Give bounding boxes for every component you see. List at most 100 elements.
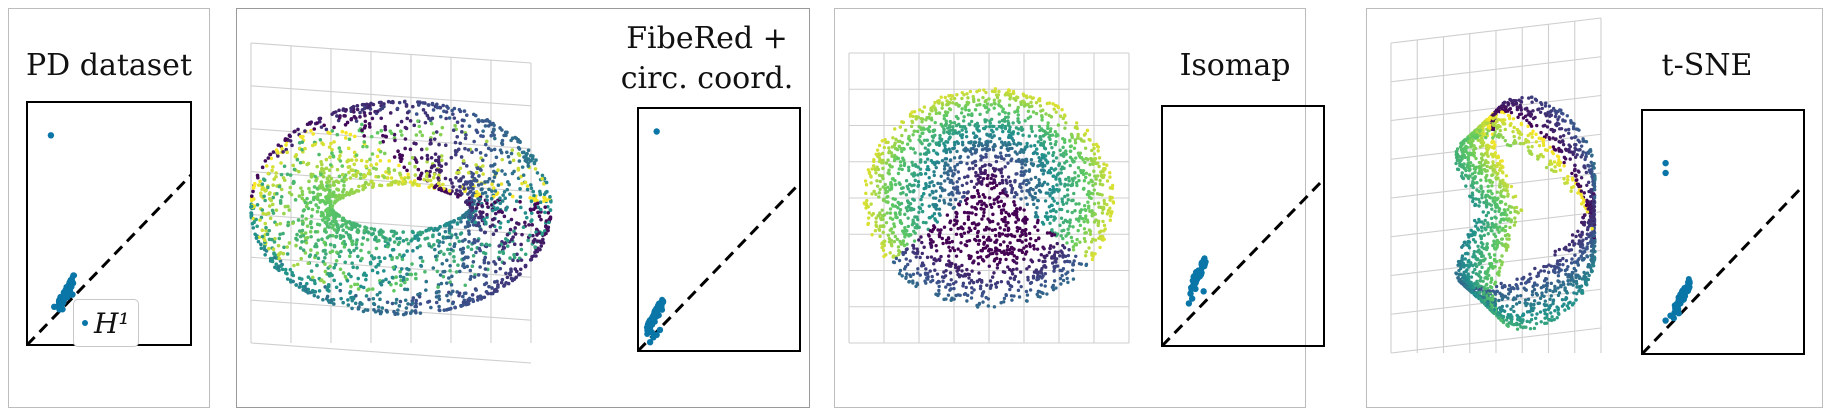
embedding-point: [539, 218, 543, 222]
embedding-point: [304, 217, 308, 221]
embedding-point: [978, 195, 981, 198]
embedding-point: [300, 240, 304, 244]
embedding-point: [938, 199, 941, 202]
embedding-point: [417, 184, 421, 188]
embedding-point: [1109, 219, 1112, 222]
embedding-point: [320, 125, 324, 129]
embedding-point: [1019, 285, 1022, 288]
embedding-point: [892, 254, 895, 257]
embedding-point: [272, 211, 276, 215]
embedding-point: [322, 168, 326, 172]
embedding-point: [518, 159, 522, 163]
embedding-point: [889, 251, 892, 254]
embedding-point: [985, 110, 988, 113]
embedding-point: [520, 248, 524, 252]
embedding-point: [532, 194, 536, 198]
embedding-point: [391, 302, 395, 306]
embedding-point: [292, 180, 296, 184]
embedding-point: [522, 151, 526, 155]
embedding-point: [269, 199, 273, 203]
embedding-point: [474, 148, 478, 152]
embedding-point: [409, 239, 413, 243]
embedding-point: [1078, 262, 1081, 265]
embedding-point: [303, 147, 307, 151]
embedding-point: [493, 137, 497, 141]
embedding-point: [431, 103, 435, 107]
embedding-point: [987, 304, 990, 307]
embedding-point: [513, 256, 517, 260]
embedding-point: [428, 142, 432, 146]
embedding-point: [1060, 217, 1063, 220]
embedding-point: [1034, 239, 1037, 242]
embedding-point: [882, 214, 885, 217]
embedding-point: [397, 164, 401, 168]
embedding-point: [1060, 208, 1063, 211]
embedding-point: [905, 257, 908, 260]
embedding-point: [498, 250, 502, 254]
embedding-point: [415, 133, 419, 137]
embedding-point: [437, 308, 441, 312]
embedding-point: [991, 213, 994, 216]
pd-point: [1188, 290, 1194, 296]
embedding-point: [398, 241, 402, 245]
embedding-point: [1470, 275, 1473, 278]
embedding-point: [1053, 256, 1056, 259]
embedding-point: [373, 256, 377, 260]
embedding-point: [1034, 215, 1037, 218]
embedding-point: [1018, 183, 1021, 186]
embedding-point: [1052, 245, 1055, 248]
embedding-point: [360, 242, 364, 246]
embedding-point: [332, 216, 336, 220]
embedding-point: [1011, 250, 1014, 253]
embedding-point: [1071, 183, 1074, 186]
embedding-point: [888, 237, 891, 240]
embedding-point: [1010, 298, 1013, 301]
embedding-point: [498, 126, 502, 130]
embedding-point: [302, 248, 306, 252]
embedding-point: [981, 156, 984, 159]
embedding-point: [1025, 189, 1028, 192]
embedding-point: [455, 270, 459, 274]
embedding-point: [309, 129, 313, 133]
pd-point: [1199, 260, 1205, 266]
embedding-point: [451, 185, 455, 189]
embedding-point: [991, 181, 994, 184]
embedding-point: [512, 159, 516, 163]
embedding-point: [271, 196, 275, 200]
embedding-point: [1015, 152, 1018, 155]
embedding-point: [366, 289, 370, 293]
embedding-point: [341, 301, 345, 305]
embedding-point: [886, 141, 889, 144]
embedding-point: [1037, 237, 1040, 240]
embedding-point: [974, 239, 977, 242]
embedding-point: [391, 276, 395, 280]
embedding-point: [409, 148, 413, 152]
embedding-point: [970, 152, 973, 155]
embedding-point: [336, 168, 340, 172]
embedding-point: [504, 272, 508, 276]
embedding-point: [450, 283, 454, 287]
embedding-point: [481, 134, 485, 138]
embedding-point: [1108, 196, 1111, 199]
embedding-point: [1055, 183, 1058, 186]
embedding-point: [322, 175, 326, 179]
embedding-point: [375, 247, 379, 251]
embedding-point: [948, 283, 951, 286]
embedding-point: [260, 208, 264, 212]
embedding-point: [935, 166, 938, 169]
embedding-point: [334, 263, 338, 267]
embedding-point: [430, 122, 434, 126]
embedding-point: [412, 181, 416, 185]
embedding-point: [899, 164, 902, 167]
embedding-point: [492, 232, 496, 236]
embedding-point: [1080, 171, 1083, 174]
embedding-point: [1550, 294, 1553, 297]
embedding-point: [299, 186, 303, 190]
embedding-point: [457, 240, 461, 244]
embedding-point: [1058, 224, 1061, 227]
embedding-point: [319, 172, 323, 176]
embedding-point: [874, 216, 877, 219]
embedding-point: [294, 153, 298, 157]
embedding-point: [944, 157, 947, 160]
embedding-point: [897, 253, 900, 256]
